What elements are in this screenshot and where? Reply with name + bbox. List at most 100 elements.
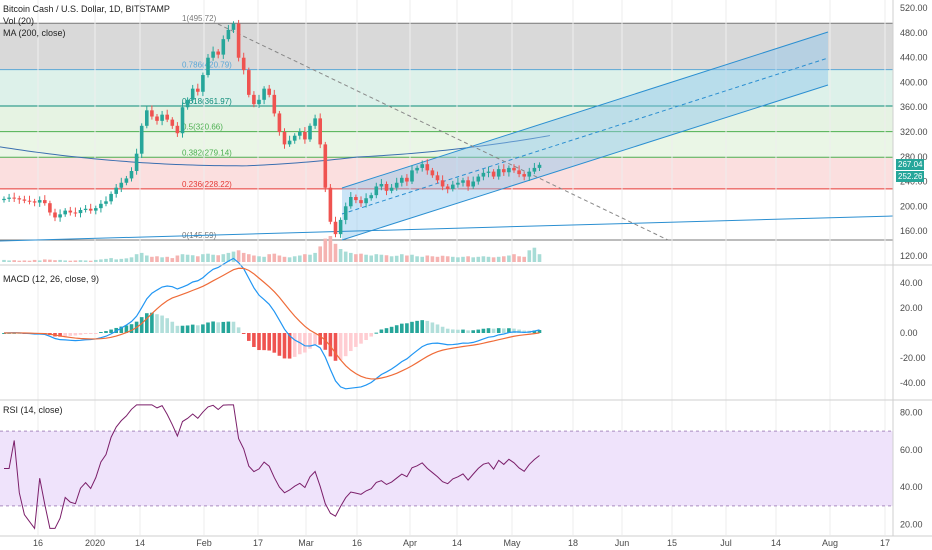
volume-bar: [43, 259, 47, 262]
macd-histogram-bar: [124, 325, 129, 333]
rsi-y-tick-label: 20.00: [900, 520, 923, 530]
volume-bar: [527, 250, 532, 262]
macd-histogram-bar: [262, 333, 266, 351]
volume-bar: [160, 257, 164, 262]
volume-bar: [165, 256, 169, 262]
fib-band: [0, 23, 893, 70]
candle-body: [63, 210, 67, 215]
candle-body: [384, 184, 389, 191]
candle-body: [175, 125, 180, 134]
candle-body: [522, 174, 526, 177]
volume-bar: [303, 254, 307, 262]
ma-legend: MA (200, close): [3, 28, 66, 38]
macd-histogram-bar: [298, 333, 302, 355]
macd-y-tick-label: 40.00: [900, 278, 923, 288]
x-tick-label: 2020: [85, 538, 105, 548]
price-y-tick-label: 400.00: [900, 77, 928, 87]
candle-body: [282, 132, 287, 145]
volume-bar: [389, 256, 394, 262]
macd-legend: MACD (12, 26, close, 9): [3, 274, 99, 284]
candle-body: [124, 178, 129, 183]
volume-bar: [22, 260, 27, 262]
candle-body: [471, 181, 475, 187]
volume-bar: [247, 254, 251, 262]
volume-bar: [476, 256, 481, 262]
candle-body: [119, 182, 124, 188]
candle-body: [7, 197, 11, 199]
macd-histogram-bar: [88, 333, 93, 334]
macd-histogram-bar: [384, 328, 389, 333]
fib-level-label: 1(495.72): [182, 14, 217, 23]
x-tick-label: 17: [253, 538, 263, 548]
volume-bar: [185, 254, 190, 262]
candle-body: [292, 135, 297, 141]
candle-body: [430, 170, 435, 176]
volume-bar: [190, 255, 195, 262]
candle-body: [114, 187, 118, 194]
candle-body: [165, 114, 169, 120]
macd-histogram-bar: [83, 333, 88, 334]
macd-histogram-bar: [170, 321, 175, 333]
candle-body: [277, 113, 282, 132]
macd-histogram-bar: [277, 333, 282, 356]
candle-body: [318, 118, 322, 145]
volume-bar: [226, 252, 231, 262]
candle-body: [537, 164, 542, 168]
volume-bar: [415, 256, 419, 262]
macd-histogram-bar: [400, 323, 404, 333]
candle-body: [190, 88, 195, 100]
volume-bar: [410, 254, 414, 262]
volume-bar: [175, 255, 180, 262]
candle-body: [517, 170, 521, 175]
candle-body: [267, 88, 271, 95]
x-tick-label: May: [503, 538, 521, 548]
volume-bar: [456, 257, 460, 262]
volume-bar: [512, 254, 516, 262]
macd-y-tick-label: -20.00: [900, 353, 926, 363]
macd-histogram-bar: [73, 333, 78, 336]
volume-bar: [37, 260, 42, 262]
rsi-y-tick-label: 60.00: [900, 445, 923, 455]
fib-band: [0, 106, 893, 132]
volume-bar: [53, 260, 57, 262]
volume-bar: [277, 255, 282, 262]
volume-bar: [180, 254, 185, 262]
fib-level-label: 0.5(320.66): [182, 123, 223, 132]
fib-band: [0, 69, 893, 107]
x-tick-label: 16: [33, 538, 43, 548]
candle-body: [527, 171, 532, 177]
volume-bar: [211, 254, 215, 262]
volume-bar: [12, 260, 16, 262]
candle-body: [410, 170, 414, 182]
volume-bar: [104, 258, 108, 262]
macd-histogram-bar: [374, 332, 379, 334]
macd-histogram-bar: [211, 321, 215, 333]
volume-bar: [68, 260, 73, 262]
macd-histogram-bar: [155, 314, 159, 333]
rsi-line: [4, 404, 540, 530]
macd-y-tick-label: 0.00: [900, 328, 918, 338]
macd-histogram-bar: [160, 315, 164, 333]
volume-bar: [522, 256, 526, 262]
macd-histogram-bar: [303, 333, 307, 353]
candle-body: [338, 219, 343, 235]
volume-bar: [282, 256, 287, 262]
volume-bar: [379, 254, 384, 262]
macd-histogram-bar: [185, 325, 190, 333]
volume-bar: [73, 260, 78, 262]
volume-bar: [359, 253, 363, 262]
channel-upper-line: [341, 31, 829, 189]
macd-histogram-bar: [476, 329, 481, 333]
candle-body: [420, 164, 424, 168]
volume-bar: [78, 260, 83, 262]
x-tick-label: 16: [352, 538, 362, 548]
macd-histogram-bar: [150, 312, 154, 333]
candle-body: [12, 197, 16, 199]
volume-bar: [252, 255, 256, 262]
volume-bar: [32, 259, 37, 262]
volume-bar: [119, 258, 124, 262]
volume-bar: [150, 256, 154, 262]
volume-bar: [537, 254, 542, 262]
candle-body: [252, 94, 256, 105]
